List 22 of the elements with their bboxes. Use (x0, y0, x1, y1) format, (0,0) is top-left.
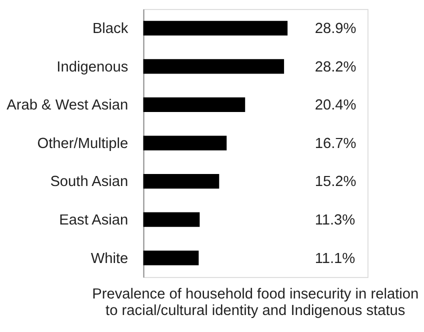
data-label: 11.1% (314, 250, 356, 267)
data-label: 11.3% (314, 212, 356, 228)
data-label: 28.2% (314, 59, 356, 76)
bar (143, 136, 227, 150)
data-label: 20.4% (314, 98, 356, 114)
y-tick-label: South Asian (50, 174, 128, 190)
y-tick-label: Other/Multiple (37, 136, 128, 152)
y-tick-label: Black (92, 21, 129, 38)
bar (143, 174, 220, 189)
bar (143, 97, 246, 112)
data-label: 15.2% (314, 174, 356, 190)
bar (143, 20, 288, 36)
data-label: 16.7% (314, 136, 356, 152)
y-tick-label: East Asian (59, 212, 128, 228)
y-tick-label: White (90, 250, 128, 267)
y-tick-label: Arab & West Asian (6, 98, 128, 114)
data-label: 28.9% (314, 21, 356, 38)
bar (143, 212, 200, 227)
bar (143, 250, 199, 266)
text: Prevalence of household food insecurity in relation to racial/cultural identity and Indigenous status (92, 286, 419, 320)
bar (143, 59, 284, 74)
y-tick-label: Indigenous (56, 59, 128, 76)
